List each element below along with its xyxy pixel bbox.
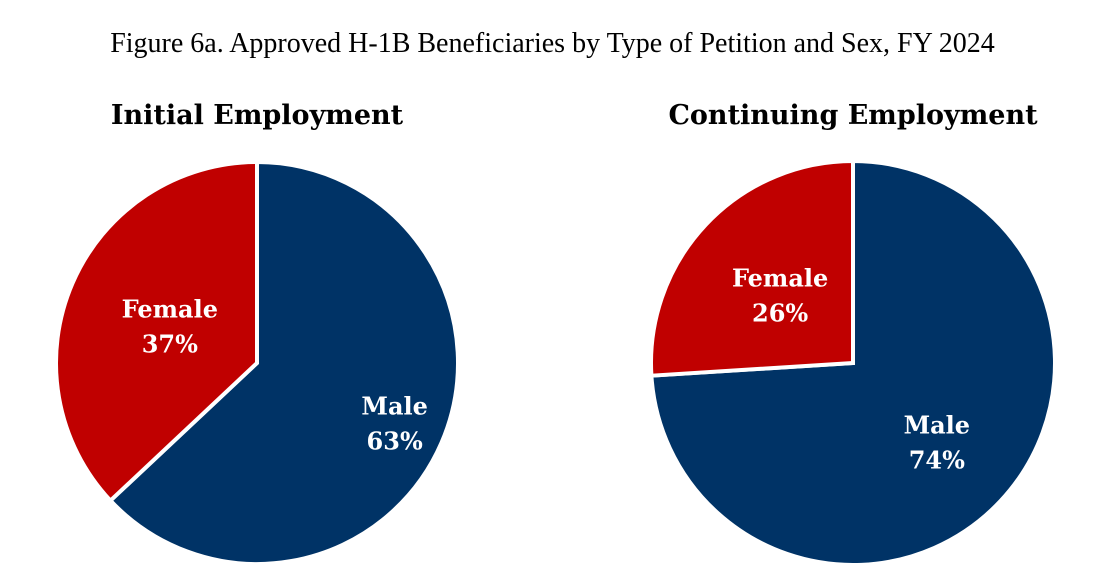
slice-label-female: Female bbox=[732, 264, 828, 293]
slice-value-female: 26% bbox=[752, 299, 808, 328]
pie-slice-female bbox=[649, 158, 855, 378]
slice-label-female: Female bbox=[122, 294, 218, 323]
slice-label-male: Male bbox=[904, 411, 971, 440]
slice-value-female: 37% bbox=[142, 329, 198, 358]
slice-value-male: 74% bbox=[909, 446, 965, 475]
slice-value-male: 63% bbox=[367, 427, 423, 456]
figure-title: Figure 6a. Approved H-1B Beneficiaries b… bbox=[110, 28, 995, 59]
pie-slice-male bbox=[107, 159, 460, 566]
slice-label-male: Male bbox=[361, 392, 428, 421]
chart-title-initial-employment: Initial Employment bbox=[110, 100, 404, 131]
pie-slice-female bbox=[54, 159, 259, 504]
chart-title-continuing-employment: Continuing Employment bbox=[668, 100, 1038, 131]
